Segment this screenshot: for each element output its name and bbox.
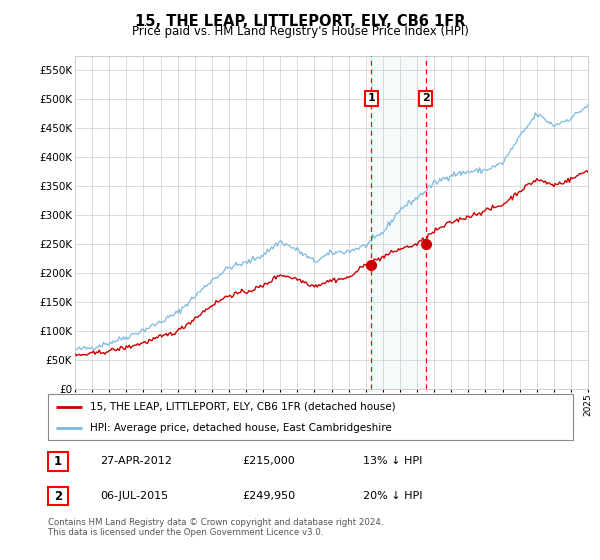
FancyBboxPatch shape [48, 452, 68, 470]
Text: 2: 2 [54, 490, 62, 503]
Text: 13% ↓ HPI: 13% ↓ HPI [363, 456, 422, 466]
Text: 15, THE LEAP, LITTLEPORT, ELY, CB6 1FR: 15, THE LEAP, LITTLEPORT, ELY, CB6 1FR [135, 14, 465, 29]
Text: HPI: Average price, detached house, East Cambridgeshire: HPI: Average price, detached house, East… [90, 423, 392, 433]
Text: 1: 1 [54, 455, 62, 468]
Text: 15, THE LEAP, LITTLEPORT, ELY, CB6 1FR (detached house): 15, THE LEAP, LITTLEPORT, ELY, CB6 1FR (… [90, 402, 395, 412]
Text: Price paid vs. HM Land Registry's House Price Index (HPI): Price paid vs. HM Land Registry's House … [131, 25, 469, 38]
Text: 06-JUL-2015: 06-JUL-2015 [101, 491, 169, 501]
Text: Contains HM Land Registry data © Crown copyright and database right 2024.
This d: Contains HM Land Registry data © Crown c… [48, 518, 383, 538]
Text: 1: 1 [367, 94, 375, 103]
FancyBboxPatch shape [48, 394, 573, 440]
FancyBboxPatch shape [48, 487, 68, 506]
Bar [371, 56, 426, 389]
Text: 20% ↓ HPI: 20% ↓ HPI [363, 491, 422, 501]
Text: £215,000: £215,000 [242, 456, 295, 466]
Text: 27-APR-2012: 27-APR-2012 [101, 456, 172, 466]
Text: £249,950: £249,950 [242, 491, 295, 501]
Text: 2: 2 [422, 94, 430, 103]
